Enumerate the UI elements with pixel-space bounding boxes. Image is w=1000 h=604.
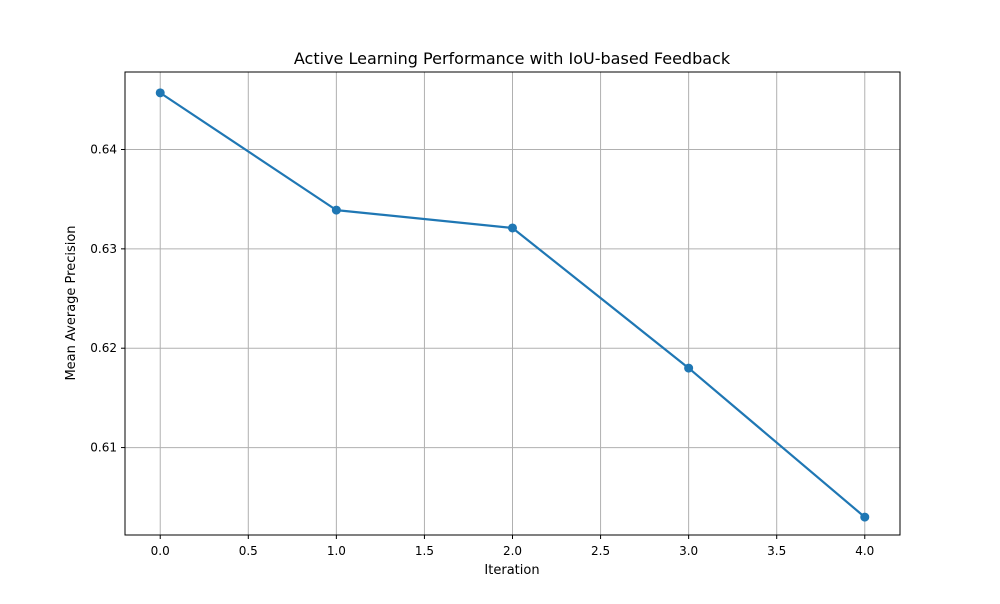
x-tick-label: 0.5	[239, 544, 258, 558]
y-tick-label: 0.61	[90, 441, 117, 455]
x-tick-label: 2.5	[591, 544, 610, 558]
x-tick-label: 3.5	[767, 544, 786, 558]
chart-title: Active Learning Performance with IoU-bas…	[294, 49, 731, 68]
x-tick-label: 1.5	[415, 544, 434, 558]
y-tick-label: 0.62	[90, 341, 117, 355]
data-point	[684, 363, 694, 373]
x-tick-label: 3.0	[679, 544, 698, 558]
x-axis-label: Iteration	[484, 563, 539, 578]
data-point	[508, 223, 517, 233]
series-layer	[155, 88, 870, 522]
y-tick-label: 0.63	[90, 242, 117, 256]
grid-lines	[125, 72, 900, 535]
data-point	[860, 512, 870, 522]
y-axis-label: Mean Average Precision	[64, 225, 79, 380]
x-tick-label: 2.0	[503, 544, 522, 558]
axis-ticks: 0.0 0.5 1.0 1.5 2.0 2.5 3.0 3.5 4.0 0.61 0.62 0.63 0…	[90, 142, 874, 558]
x-tick-label: 1.0	[327, 544, 346, 558]
x-tick-label: 0.0	[151, 544, 170, 558]
y-tick-label: 0.64	[90, 142, 117, 156]
data-point	[155, 88, 165, 98]
data-point	[331, 205, 341, 215]
x-tick-label: 4.0	[855, 544, 874, 558]
